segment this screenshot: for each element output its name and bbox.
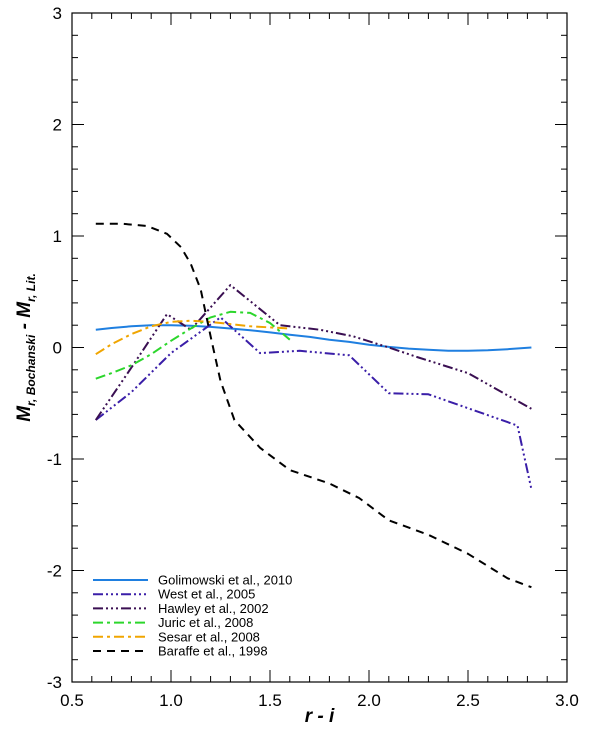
series-line-2 xyxy=(94,284,532,421)
y-label-main: M xyxy=(14,405,35,422)
series-layer xyxy=(94,222,533,589)
legend-label: Hawley et al., 2002 xyxy=(158,601,269,616)
legend-label: West et al., 2005 xyxy=(158,587,255,602)
legend-label: Golimowski et al., 2010 xyxy=(158,573,292,588)
axes-layer: 0.5 1.0 1.5 2.0 2.5 3.0 -3 -2 -1 0 1 2 3 xyxy=(47,4,579,710)
y-label-sub1: r, Bochanski xyxy=(24,334,38,406)
x-tick-label: 2.5 xyxy=(456,691,480,710)
x-tick-label: 1.0 xyxy=(159,691,183,710)
x-tick-label: 0.5 xyxy=(60,691,84,710)
x-tick-label: 1.5 xyxy=(258,691,282,710)
y-tick-label: 1 xyxy=(53,227,62,246)
y-label-main2: M xyxy=(14,301,35,318)
y-label-sep: - xyxy=(14,318,35,335)
y-axis-label: Mr, Bochanski - Mr, Lit. xyxy=(14,273,38,422)
y-tick-label: 3 xyxy=(53,4,62,23)
x-axis-label: r - i xyxy=(305,706,335,727)
series-line-1 xyxy=(95,316,533,490)
series-line-4 xyxy=(95,319,290,356)
series-line-0 xyxy=(95,324,532,352)
y-label-sub2: r, Lit. xyxy=(24,273,38,302)
y-tick-label: 2 xyxy=(53,116,62,135)
legend-label: Juric et al., 2008 xyxy=(158,615,253,630)
y-tick-label: 0 xyxy=(53,339,62,358)
series-line-5 xyxy=(95,222,532,589)
x-tick-label: 2.0 xyxy=(357,691,381,710)
legend-label: Baraffe et al., 1998 xyxy=(158,644,268,659)
y-tick-label: -1 xyxy=(47,450,62,469)
series-line-3 xyxy=(95,310,291,380)
legend-label: Sesar et al., 2008 xyxy=(158,629,260,644)
y-tick-label: -3 xyxy=(47,673,62,692)
plot-frame xyxy=(71,12,568,683)
y-tick-label: -2 xyxy=(47,562,62,581)
x-tick-label: 3.0 xyxy=(555,691,579,710)
